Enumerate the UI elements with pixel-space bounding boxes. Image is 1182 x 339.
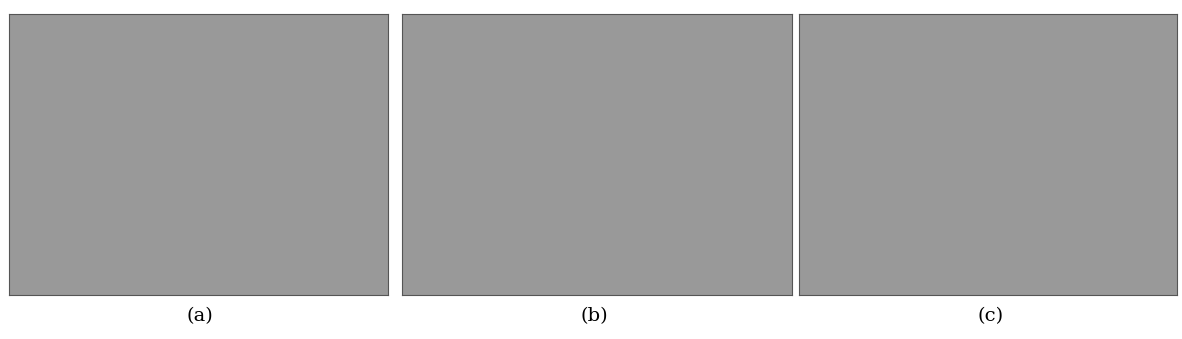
Text: (c): (c) <box>978 307 1004 325</box>
Text: (a): (a) <box>187 307 213 325</box>
Text: (b): (b) <box>580 307 609 325</box>
